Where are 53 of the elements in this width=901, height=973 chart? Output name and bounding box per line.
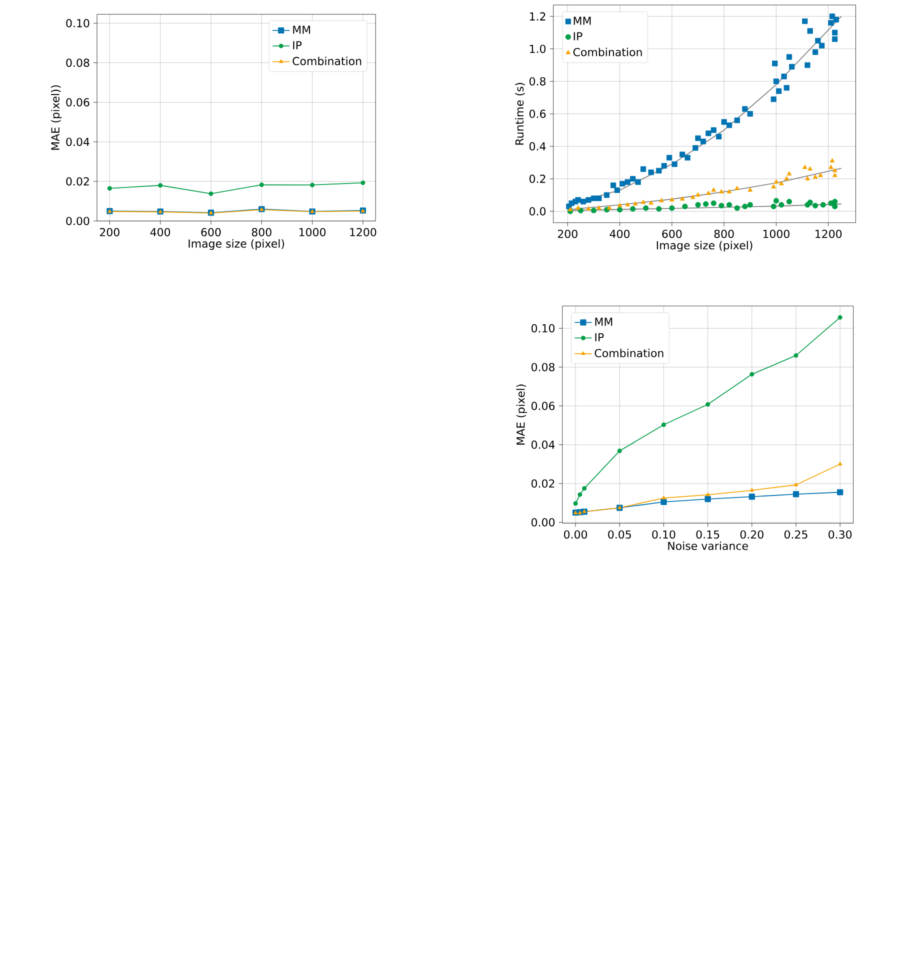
legend-label: IP (293, 41, 302, 50)
x-tick-label: 0.30 (828, 530, 852, 539)
x-tick-label: 0.05 (608, 530, 631, 539)
x-tick-label: 0.10 (652, 530, 676, 539)
y-tick-label: 0.04 (66, 138, 90, 146)
legend-label: MM (574, 16, 591, 25)
y-tick-label: 0.2 (530, 174, 546, 183)
x-tick-label: 800 (252, 228, 272, 236)
x-tick-label: 0.00 (564, 530, 588, 539)
x-tick-label: 400 (610, 230, 630, 238)
legend-label: IP (574, 32, 582, 40)
y-axis-title: Runtime (s) (515, 82, 525, 145)
x-tick-label: 800 (714, 230, 734, 238)
x-tick-label: 1000 (299, 228, 326, 236)
x-tick-label: 1200 (350, 228, 376, 236)
y-tick-label: 1.0 (530, 44, 546, 54)
legend-label: Combination (573, 48, 642, 56)
legend-label: IP (595, 333, 604, 342)
y-tick-label: 0.00 (532, 518, 555, 526)
legend-label: Combination (292, 56, 362, 66)
y-tick-label: 0.00 (66, 216, 90, 226)
y-tick-label: 0.06 (66, 98, 90, 106)
x-tick-label: 600 (662, 230, 682, 238)
x-tick-label: 1000 (763, 230, 790, 238)
y-tick-label: 0.08 (66, 58, 90, 67)
x-tick-label: 400 (150, 228, 170, 236)
x-tick-label: 600 (201, 228, 221, 236)
x-axis-title: Noise variance (668, 542, 748, 550)
y-tick-label: 0.8 (530, 77, 546, 86)
x-tick-label: 0.15 (696, 530, 720, 539)
y-tick-label: 0.0 (530, 207, 546, 216)
x-axis-title: Image size (pixel) (188, 239, 284, 250)
y-tick-label: 0.4 (530, 142, 546, 150)
legend-label: Combination (594, 348, 664, 358)
x-tick-label: 1200 (816, 230, 842, 238)
y-axis-title: MAE (pixel)) (50, 85, 62, 150)
x-tick-label: 200 (558, 230, 578, 238)
y-axis-title: MAE (pixel) (516, 384, 527, 445)
y-tick-label: 0.08 (532, 362, 555, 372)
y-tick-label: 0.6 (530, 110, 546, 118)
y-tick-label: 0.02 (532, 479, 554, 488)
x-tick-label: 200 (100, 228, 120, 236)
x-tick-label: 0.25 (784, 530, 808, 539)
y-tick-label: 0.02 (66, 177, 89, 186)
x-tick-label: 0.20 (740, 530, 764, 539)
y-tick-label: 0.06 (532, 402, 555, 410)
y-tick-label: 1.2 (530, 12, 546, 20)
x-axis-title: Image size (pixel) (656, 240, 752, 252)
legend-label: MM (293, 26, 310, 34)
y-tick-label: 0.10 (66, 19, 90, 28)
legend-label: MM (595, 318, 612, 326)
y-tick-label: 0.04 (532, 440, 555, 449)
y-tick-label: 0.10 (532, 324, 555, 332)
